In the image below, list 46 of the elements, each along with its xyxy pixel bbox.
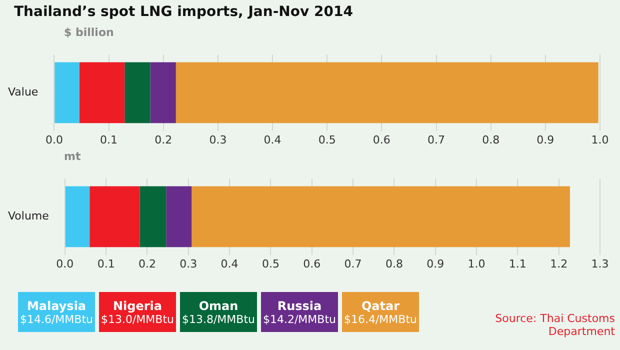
y-tick-label: Volume — [8, 210, 50, 223]
bar — [140, 186, 166, 248]
bar — [65, 186, 90, 248]
text: Malaysia $14.6/MMBtu — [18, 298, 94, 326]
bar — [192, 186, 570, 248]
text: 1.0 — [468, 257, 486, 270]
text: Qatar $16.4/MMBtu — [342, 298, 418, 326]
bar — [79, 62, 125, 124]
x-tick-label: 1.2 — [550, 257, 568, 270]
text: 0.0 — [45, 133, 63, 146]
x-axis-title: $ billion — [64, 26, 114, 39]
text: Nigeria $13.0/MMBtu — [100, 298, 175, 326]
x-tick-label: 0.2 — [154, 133, 172, 146]
x-axis-title: mt — [64, 150, 81, 163]
x-tick-label: 0.7 — [344, 257, 362, 270]
bar — [150, 62, 176, 124]
x-tick-label: 0.1 — [97, 257, 115, 270]
text: Russia $14.2/MMBtu — [262, 298, 337, 326]
x-tick-label: 0.6 — [303, 257, 321, 270]
source-note: Source: Thai Customs Department — [494, 312, 615, 338]
x-tick-label: 0.8 — [482, 133, 500, 146]
text: 0.0 — [56, 257, 74, 270]
chart-title: Thailand’s spot LNG imports, Jan-Nov 2014 — [14, 4, 353, 20]
bar — [166, 186, 192, 248]
x-tick-label: 1.1 — [508, 257, 526, 270]
x-tick-label: 0.3 — [209, 133, 227, 146]
bar — [176, 62, 598, 124]
bar — [90, 186, 140, 248]
x-tick-label: 0.9 — [426, 257, 444, 270]
x-tick-label: 0.3 — [180, 257, 198, 270]
x-tick-label: 0.5 — [262, 257, 280, 270]
x-tick-label: 0.4 — [220, 257, 238, 270]
x-tick-label: 0.4 — [264, 133, 282, 146]
x-tick-label: 0.8 — [385, 257, 403, 270]
x-tick-label: 0.7 — [428, 133, 446, 146]
bar — [54, 62, 80, 124]
text: 1.0 — [591, 133, 609, 146]
text: Oman $13.8/MMBtu — [180, 298, 256, 326]
x-tick-label: 0.1 — [100, 133, 118, 146]
bar — [124, 62, 150, 124]
x-tick-label: 0.9 — [536, 133, 554, 146]
y-tick-label: Value — [8, 86, 38, 99]
x-tick-label: 1.3 — [591, 257, 609, 270]
x-tick-label: 0.6 — [372, 133, 390, 146]
x-tick-label: 0.5 — [318, 133, 336, 146]
x-tick-label: 0.2 — [138, 257, 156, 270]
